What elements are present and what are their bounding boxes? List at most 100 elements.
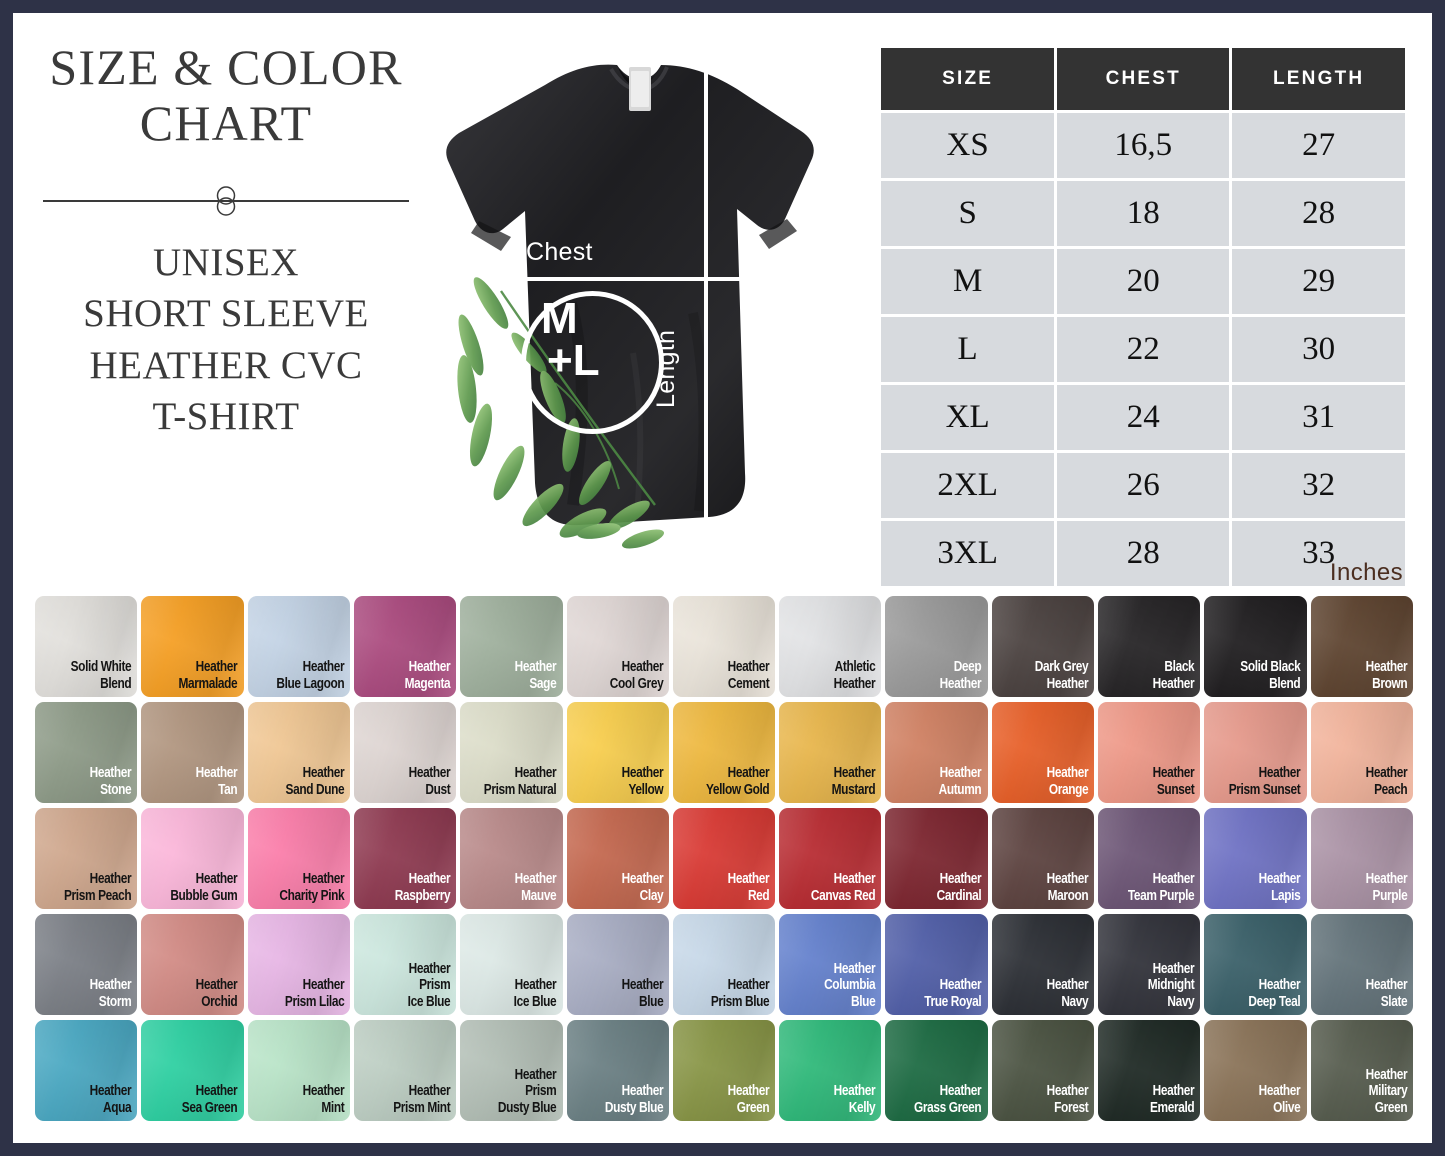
swatch-fabric-texture [141,702,244,803]
color-swatch[interactable]: Black Heather [1098,596,1201,697]
color-swatch[interactable]: Heather Purple [1310,808,1413,909]
size-cell: M [881,249,1055,314]
color-swatch[interactable]: Heather Blue [566,914,669,1015]
color-swatch[interactable]: Heather Grass Green [885,1020,988,1121]
swatch-label: Heather Slate [1365,977,1407,1010]
color-swatch[interactable]: Heather Charity Pink [247,808,350,909]
color-swatch[interactable]: Heather Deep Teal [1204,914,1307,1015]
color-swatch[interactable]: Heather Prism Natural [460,702,563,803]
swatch-fabric-texture [1098,596,1201,697]
color-swatch[interactable]: Heather Prism Dusty Blue [460,1020,563,1121]
swatch-fabric-texture [779,808,882,909]
swatch-label: Heather Prism Sunset [1229,765,1301,798]
swatch-label: Heather Storm [89,977,132,1010]
color-swatch[interactable]: Heather Prism Peach [35,808,138,909]
color-swatch[interactable]: Heather Prism Lilac [247,914,350,1015]
color-swatch[interactable]: Heather Tan [141,702,244,803]
swatch-fabric-texture [779,1020,882,1121]
color-swatch[interactable]: Heather Prism Sunset [1204,702,1307,803]
swatch-fabric-texture [885,702,988,803]
color-swatch[interactable]: Heather Stone [35,702,138,803]
color-swatch[interactable]: Heather Military Green [1310,1020,1413,1121]
color-swatch[interactable]: Heather Yellow Gold [672,702,776,803]
color-swatch[interactable]: Heather Storm [35,914,138,1015]
color-swatch[interactable]: Heather Dusty Blue [566,1020,669,1121]
color-swatch[interactable]: Heather Sand Dune [247,702,350,803]
swatch-label: Heather Cement [727,659,770,692]
color-swatch[interactable]: Heather Raspberry [353,808,457,909]
color-swatch[interactable]: Heather Maroon [991,808,1095,909]
swatch-fabric-texture [353,914,457,1015]
swatch-fabric-texture [460,808,563,909]
swatch-label: Heather Emerald [1150,1083,1195,1116]
swatch-fabric-texture [885,596,988,697]
color-swatch[interactable]: Heather Blue Lagoon [247,596,350,697]
color-swatch[interactable]: Solid Black Blend [1204,596,1307,697]
color-swatch[interactable]: Heather True Royal [885,914,988,1015]
swatch-fabric-texture [566,702,669,803]
color-swatch[interactable]: Heather Yellow [566,702,669,803]
color-swatch[interactable]: Heather Autumn [885,702,988,803]
color-swatch[interactable]: Heather Lapis [1204,808,1307,909]
swatch-label: Heather Blue [621,977,663,1010]
length-cell: 30 [1232,317,1405,382]
column-header-length: LENGTH [1232,48,1405,110]
color-swatch[interactable]: Heather Prism Ice Blue [353,914,457,1015]
color-swatch[interactable]: Heather Emerald [1098,1020,1201,1121]
color-swatch[interactable]: Heather Ice Blue [460,914,563,1015]
color-swatch[interactable]: Dark Grey Heather [991,596,1095,697]
color-swatch[interactable]: Heather Mustard [779,702,882,803]
color-swatch[interactable]: Heather Clay [566,808,669,909]
color-swatch[interactable]: Heather Forest [991,1020,1095,1121]
swatch-fabric-texture [779,596,882,697]
color-swatch[interactable]: Heather Sunset [1098,702,1201,803]
color-swatch[interactable]: Heather Sage [460,596,563,697]
chest-cell: 28 [1057,521,1230,586]
swatch-fabric-texture [353,702,457,803]
title-divider [31,177,421,223]
color-swatch[interactable]: Heather Mint [247,1020,350,1121]
color-swatch[interactable]: Heather Columbia Blue [779,914,882,1015]
swatch-fabric-texture [885,914,988,1015]
color-swatch[interactable]: Heather Orchid [141,914,244,1015]
color-swatch[interactable]: Heather Team Purple [1098,808,1201,909]
color-swatch[interactable]: Heather Kelly [779,1020,882,1121]
swatch-fabric-texture [991,596,1095,697]
swatch-fabric-texture [247,914,350,1015]
color-swatch[interactable]: Heather Brown [1310,596,1413,697]
color-swatch[interactable]: Heather Marmalade [141,596,244,697]
color-swatch[interactable]: Heather Slate [1310,914,1413,1015]
color-swatch[interactable]: Solid White Blend [35,596,138,697]
color-swatch[interactable]: Heather Prism Mint [353,1020,457,1121]
swatch-label: Heather Military Green [1365,1066,1407,1116]
color-swatch[interactable]: Heather Sea Green [141,1020,244,1121]
color-swatch[interactable]: Heather Olive [1204,1020,1307,1121]
column-header-chest: CHEST [1057,48,1230,110]
color-swatch[interactable]: Heather Midnight Navy [1098,914,1201,1015]
color-swatch[interactable]: Heather Orange [991,702,1095,803]
swatch-label: Deep Heather [940,659,982,692]
color-swatch[interactable]: Heather Dust [353,702,457,803]
swatch-fabric-texture [991,702,1095,803]
color-swatch[interactable]: Deep Heather [885,596,988,697]
length-cell: 31 [1232,385,1405,450]
color-swatch[interactable]: Heather Magenta [353,596,457,697]
swatch-fabric-texture [247,808,350,909]
color-swatch[interactable]: Heather Prism Blue [672,914,776,1015]
column-header-size: SIZE [881,48,1055,110]
color-swatch[interactable]: Heather Peach [1310,702,1413,803]
color-swatch[interactable]: Heather Bubble Gum [141,808,244,909]
swatch-label: Heather Peach [1365,765,1407,798]
color-swatch[interactable]: Heather Red [672,808,776,909]
color-swatch[interactable]: Heather Cardinal [885,808,988,909]
color-swatch[interactable]: Heather Canvas Red [779,808,882,909]
color-swatch[interactable]: Heather Cement [672,596,776,697]
page-title-line1: SIZE & COLOR [49,39,403,95]
color-swatch[interactable]: Heather Mauve [460,808,563,909]
color-swatch[interactable]: Heather Aqua [35,1020,138,1121]
color-swatch[interactable]: Heather Cool Grey [566,596,669,697]
color-swatch[interactable]: Athletic Heather [779,596,882,697]
color-swatch[interactable]: Heather Navy [991,914,1095,1015]
color-swatch[interactable]: Heather Green [672,1020,776,1121]
swatch-fabric-texture [991,914,1095,1015]
